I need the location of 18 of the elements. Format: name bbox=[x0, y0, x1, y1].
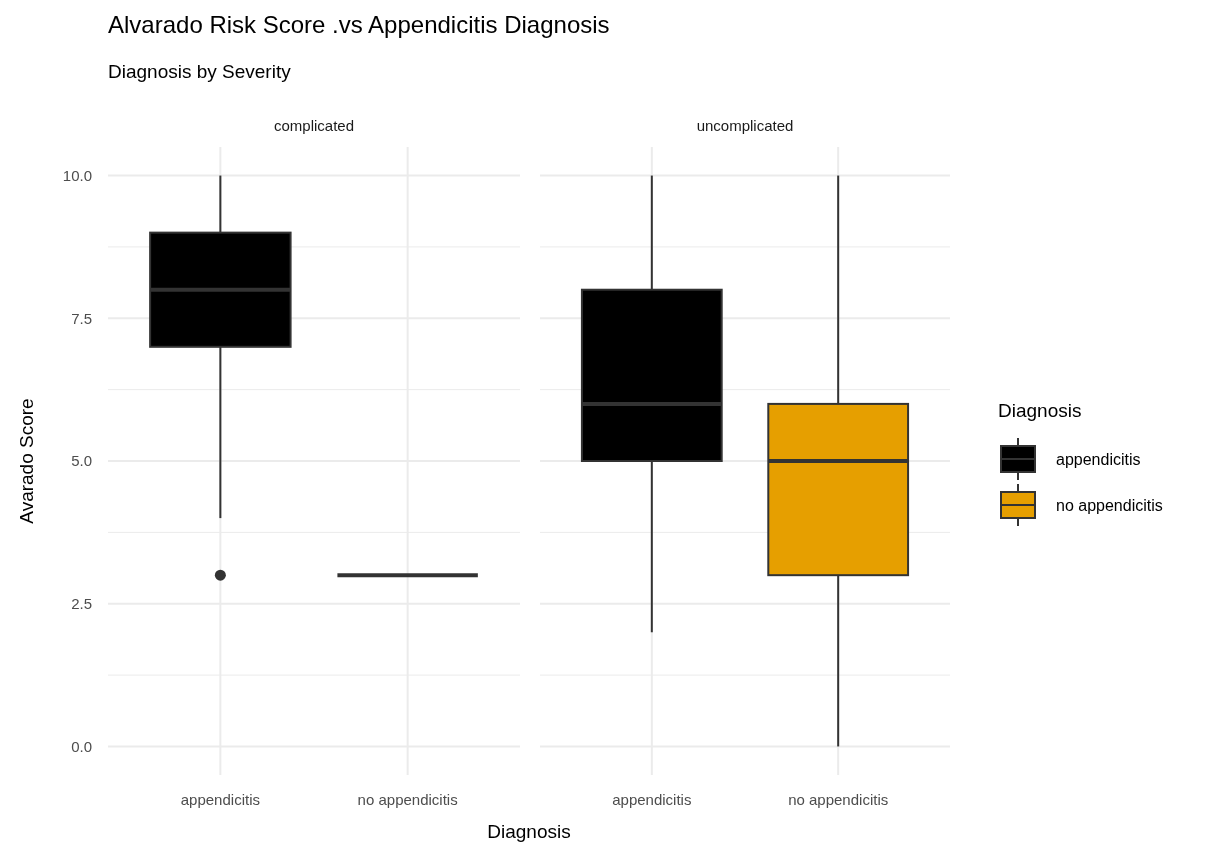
y-tick-label: 10.0 bbox=[62, 166, 92, 184]
x-tick-label: no appendicitis bbox=[357, 791, 458, 808]
y-axis-title: Avarado Score bbox=[16, 398, 37, 524]
text: complicated bbox=[273, 117, 355, 134]
x-tick-label: appendicitis bbox=[180, 791, 260, 808]
x-axis-title: Diagnosis bbox=[487, 821, 571, 842]
legend-label: no appendicitis bbox=[1056, 496, 1163, 514]
legend-title: Diagnosis bbox=[998, 400, 1082, 421]
y-tick-label: 2.5 bbox=[71, 594, 92, 612]
y-tick-label: 0.0 bbox=[71, 737, 92, 755]
text: uncomplicated bbox=[696, 117, 794, 134]
legend-label: appendicitis bbox=[1056, 450, 1141, 468]
y-tick-label: 7.5 bbox=[71, 309, 92, 327]
x-tick-label: no appendicitis bbox=[788, 791, 889, 808]
x-tick-label: appendicitis bbox=[612, 791, 692, 808]
chart-title: Alvarado Risk Score .vs Appendicitis Diagnosis bbox=[108, 11, 610, 38]
chart-subtitle: Diagnosis by Severity bbox=[108, 61, 292, 82]
y-tick-label: 5.0 bbox=[71, 452, 92, 470]
